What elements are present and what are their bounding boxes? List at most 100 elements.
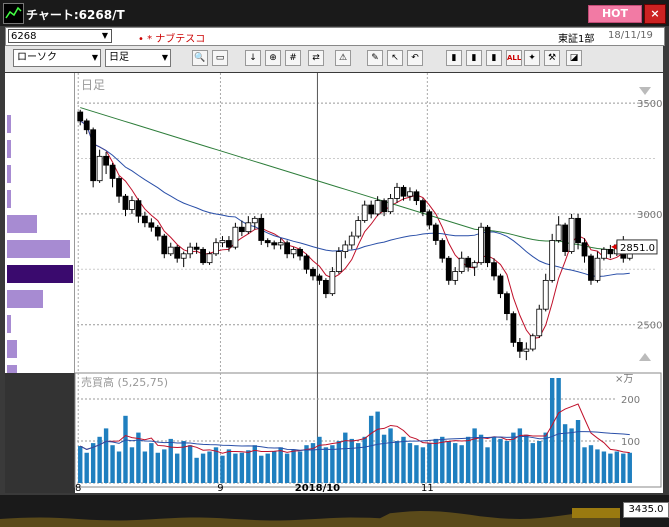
candle bbox=[355, 216, 362, 239]
stock-code-field[interactable]: 6268 ▼ bbox=[8, 29, 112, 43]
overview-range-handle[interactable] bbox=[572, 508, 620, 518]
volume-bar bbox=[110, 445, 115, 483]
pen-icon[interactable]: ✎ bbox=[367, 50, 383, 66]
volume-bar bbox=[103, 428, 109, 483]
volume-profile-bar bbox=[7, 240, 70, 258]
x-tick-label: 2018/10 bbox=[295, 483, 340, 493]
palette-icon[interactable]: ◪ bbox=[566, 50, 582, 66]
volume-bar bbox=[588, 445, 594, 483]
search-icon[interactable]: 🔍 bbox=[192, 50, 208, 66]
alert-icon[interactable]: ⚠ bbox=[335, 50, 351, 66]
candle bbox=[154, 225, 161, 241]
volume-profile-bar bbox=[7, 315, 11, 333]
volume-bar bbox=[401, 436, 406, 483]
candle bbox=[607, 244, 614, 259]
volume-profile-bar bbox=[7, 290, 44, 308]
zoom-icon[interactable]: ⊕ bbox=[265, 50, 281, 66]
volume-bar bbox=[562, 424, 568, 483]
volume-bar bbox=[200, 453, 206, 483]
candle-icon[interactable]: ▮ bbox=[446, 50, 462, 66]
period-label: 日足 bbox=[81, 78, 105, 92]
candle bbox=[445, 256, 452, 285]
all-button[interactable]: ALL bbox=[506, 50, 522, 66]
volume-bar bbox=[524, 434, 529, 483]
chevron-down-icon: ▼ bbox=[161, 53, 168, 62]
candle bbox=[316, 273, 323, 285]
volume-bar bbox=[440, 436, 445, 483]
volume-bar bbox=[78, 446, 83, 483]
candle bbox=[523, 342, 530, 361]
download-icon[interactable]: ↓ bbox=[245, 50, 261, 66]
volume-unit: ×万 bbox=[615, 374, 633, 385]
grid-icon[interactable]: # bbox=[285, 50, 301, 66]
candle-icon[interactable]: ▮ bbox=[466, 50, 482, 66]
cursor-icon[interactable]: ↖ bbox=[387, 50, 403, 66]
candle bbox=[277, 238, 284, 250]
volume-bar bbox=[310, 443, 316, 483]
company-name-label: ナブテスコ bbox=[155, 34, 206, 45]
moving-average-line bbox=[79, 120, 630, 339]
candle bbox=[167, 242, 174, 257]
volume-bar bbox=[213, 447, 219, 483]
volume-bar bbox=[304, 445, 309, 483]
candle bbox=[77, 109, 84, 126]
date-label: 18/11/19 bbox=[608, 30, 653, 41]
x-tick-label: 11 bbox=[421, 483, 434, 493]
volume-bar bbox=[407, 443, 413, 483]
candle bbox=[329, 267, 336, 296]
volume-bar bbox=[136, 432, 141, 483]
close-button[interactable]: × bbox=[644, 4, 666, 24]
overview-strip[interactable]: 3435.0 bbox=[0, 495, 669, 527]
volume-bar bbox=[582, 447, 587, 483]
overview-area bbox=[0, 511, 620, 527]
candle bbox=[297, 247, 303, 261]
volume-profile-bar bbox=[7, 165, 11, 183]
candle bbox=[374, 196, 381, 217]
candle-icon[interactable]: ▮ bbox=[486, 50, 502, 66]
candle bbox=[439, 238, 446, 263]
volume-bar bbox=[116, 451, 122, 483]
volume-bar bbox=[259, 455, 264, 483]
candle bbox=[148, 218, 155, 232]
candle bbox=[594, 251, 601, 283]
volume-bar bbox=[226, 449, 232, 483]
candle bbox=[103, 151, 109, 175]
chart-type-select[interactable]: ローソク ▼ bbox=[13, 49, 101, 67]
candle bbox=[516, 337, 523, 358]
candle bbox=[109, 162, 116, 188]
candle bbox=[129, 196, 135, 214]
volume-bar bbox=[336, 441, 342, 483]
candle bbox=[555, 216, 562, 243]
candle bbox=[510, 311, 517, 347]
volume-bar bbox=[90, 443, 96, 483]
candle bbox=[200, 247, 206, 265]
wrench-icon[interactable]: ⚒ bbox=[544, 50, 560, 66]
candle bbox=[497, 273, 504, 299]
volume-bar bbox=[608, 453, 613, 483]
candle bbox=[83, 118, 90, 135]
window-icon[interactable]: ▭ bbox=[212, 50, 228, 66]
last-price-label: 2851.0 bbox=[620, 243, 655, 254]
compare-icon[interactable]: ⇄ bbox=[308, 50, 324, 66]
settings-icon[interactable]: ✦ bbox=[524, 50, 540, 66]
volume-bar bbox=[181, 441, 186, 483]
undo-icon[interactable]: ↶ bbox=[407, 50, 423, 66]
chevron-down-icon[interactable]: ▼ bbox=[101, 31, 109, 40]
candlestick-chart[interactable]: 日足 2500 3000 3500 2851.0 100 200 売買高 (5,25,75) ×… bbox=[5, 73, 663, 493]
volume-bar bbox=[168, 438, 173, 483]
candle bbox=[161, 233, 168, 259]
candle bbox=[219, 236, 226, 248]
volume-bar bbox=[187, 445, 193, 483]
volume-tick-label: 100 bbox=[621, 437, 640, 448]
moving-average-line bbox=[80, 107, 630, 252]
volume-bar bbox=[414, 445, 419, 483]
candle bbox=[141, 211, 148, 228]
candle bbox=[562, 222, 569, 257]
candle bbox=[432, 222, 439, 245]
candle bbox=[601, 247, 607, 261]
volume-bar bbox=[465, 436, 471, 483]
hot-button[interactable]: HOT bbox=[588, 5, 642, 23]
period-select[interactable]: 日足 ▼ bbox=[105, 49, 171, 67]
chevron-down-icon: ▼ bbox=[91, 53, 98, 62]
candle bbox=[458, 251, 465, 274]
